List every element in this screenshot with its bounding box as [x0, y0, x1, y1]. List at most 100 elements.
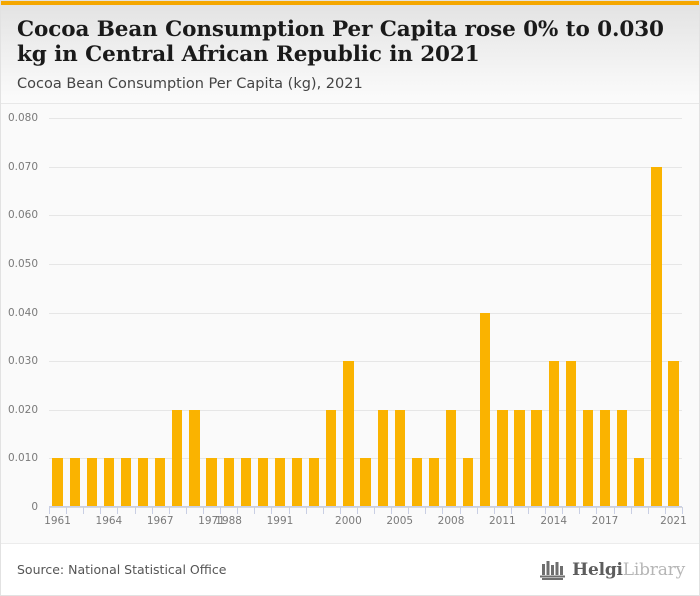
bar-slot[interactable] [579, 118, 596, 507]
bar-slot[interactable] [100, 118, 117, 507]
bar-2010[interactable] [480, 312, 491, 507]
bar-slot[interactable] [562, 118, 579, 507]
bar-1964[interactable] [103, 458, 115, 507]
gridline [49, 215, 682, 217]
bar-2018[interactable] [617, 409, 628, 507]
x-axis-tick [220, 507, 222, 514]
bar-1969[interactable] [189, 409, 200, 507]
bar-2021[interactable] [668, 361, 679, 507]
bar-slot[interactable] [340, 118, 357, 507]
bar-slot[interactable] [203, 118, 220, 507]
bar-slot[interactable] [169, 118, 186, 507]
bar-1968[interactable] [172, 409, 183, 507]
bar-2016[interactable] [582, 409, 594, 507]
x-axis-tick-label: 1988 [215, 515, 242, 527]
bar-1971[interactable] [206, 458, 217, 507]
bar-1967[interactable] [155, 458, 166, 507]
x-axis-tick-label: 2000 [335, 515, 362, 527]
bar-slot[interactable] [323, 118, 340, 507]
bar-slot[interactable] [66, 118, 83, 507]
bar-1966[interactable] [137, 458, 149, 507]
x-axis-tick [630, 507, 632, 514]
bar-slot[interactable] [237, 118, 254, 507]
bar-slot[interactable] [425, 118, 442, 507]
x-axis-tick-label: 2014 [540, 515, 568, 527]
bar-slot[interactable] [511, 118, 528, 507]
bar-slot[interactable] [631, 118, 648, 507]
bar-slot[interactable] [614, 118, 631, 507]
y-axis-labels: 0.080 0.070 0.060 0.050 0.040 0.030 0.020 0.010… [1, 112, 45, 513]
bar-slot[interactable] [135, 118, 152, 507]
x-axis-tick [322, 507, 324, 514]
bar-slot[interactable] [271, 118, 288, 507]
bar-slot[interactable] [306, 118, 323, 507]
bar-slot[interactable] [49, 118, 66, 507]
y-axis-tick-label: 0.050 [7, 257, 38, 270]
bar-1993[interactable] [309, 458, 320, 507]
bar-2014[interactable] [548, 361, 559, 507]
bar-2019[interactable] [634, 458, 645, 507]
bar-2011[interactable] [497, 409, 508, 507]
bar-slot[interactable] [117, 118, 134, 507]
bar-slot[interactable] [220, 118, 237, 507]
bar-1992[interactable] [291, 458, 303, 507]
bar-slot[interactable] [460, 118, 477, 507]
x-axis-tick [185, 507, 187, 514]
bar-1989[interactable] [240, 458, 251, 507]
bar-2000[interactable] [343, 361, 354, 507]
x-axis-tick-label: 2017 [591, 515, 619, 527]
bar-slot[interactable] [494, 118, 511, 507]
y-axis-tick-label: 0.020 [7, 403, 38, 416]
bar-2005[interactable] [394, 409, 405, 507]
bar-1962[interactable] [69, 458, 80, 507]
bar-2009[interactable] [463, 458, 474, 507]
bar-slot[interactable] [83, 118, 100, 507]
bar-1999[interactable] [326, 409, 337, 507]
bar-2012[interactable] [514, 409, 525, 507]
x-axis-tick [442, 507, 444, 514]
bar-2017[interactable] [599, 409, 611, 507]
bar-slot[interactable] [289, 118, 306, 507]
bar-2007[interactable] [428, 458, 440, 507]
bar-slot[interactable] [152, 118, 169, 507]
bar-2008[interactable] [445, 409, 457, 507]
bar-slot[interactable] [648, 118, 665, 507]
x-axis-tick [374, 507, 376, 514]
bar-1961[interactable] [52, 458, 63, 507]
bar-slot[interactable] [186, 118, 203, 507]
bar-1965[interactable] [120, 458, 132, 507]
brand-logo[interactable]: HelgiLibrary [540, 559, 685, 581]
bar-slot[interactable] [477, 118, 494, 507]
bar-slot[interactable] [254, 118, 271, 507]
bar-slot[interactable] [528, 118, 545, 507]
bar-2015[interactable] [565, 361, 576, 507]
bar-slot[interactable] [374, 118, 391, 507]
gridline [49, 361, 682, 363]
bar-2020[interactable] [651, 166, 662, 507]
bar-slot[interactable] [665, 118, 682, 507]
x-axis-tick [459, 507, 461, 514]
y-axis-tick-label: 0.040 [7, 306, 38, 319]
bar-1991[interactable] [274, 458, 286, 507]
chart-area: 0.080 0.070 0.060 0.050 0.040 0.030 0.020 0.010… [1, 104, 699, 543]
bar-2013[interactable] [531, 409, 542, 507]
bar-slot[interactable] [408, 118, 425, 507]
bar-1988[interactable] [223, 458, 234, 507]
bar-slot[interactable] [357, 118, 374, 507]
bar-slot[interactable] [391, 118, 408, 507]
x-axis-tick [545, 507, 547, 514]
x-axis-tick [647, 507, 649, 514]
bar-1963[interactable] [86, 458, 97, 507]
bar-1990[interactable] [257, 458, 268, 507]
x-axis-tick [305, 507, 307, 514]
bar-slot[interactable] [597, 118, 614, 507]
x-axis-labels: 1961 1964 1967 1971 1988 1991 2000 2005 2008 2011… [44, 515, 687, 531]
bar-2004[interactable] [377, 409, 388, 507]
x-axis-tick-label: 2021 [660, 515, 687, 527]
bar-slot[interactable] [443, 118, 460, 507]
bar-slot[interactable] [545, 118, 562, 507]
x-axis-tick [117, 507, 119, 514]
bar-2001[interactable] [360, 458, 371, 507]
bar-2006[interactable] [411, 458, 422, 507]
